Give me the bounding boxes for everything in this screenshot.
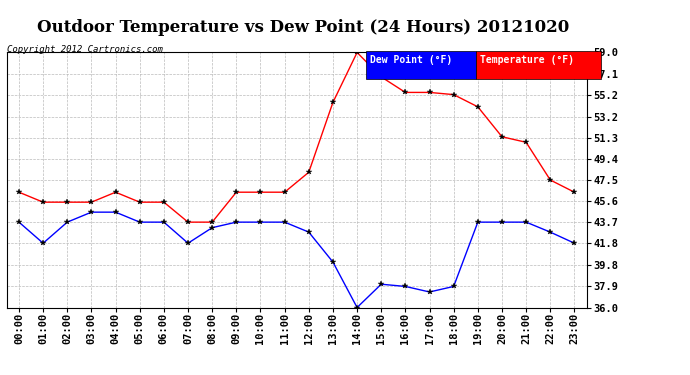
- Text: Outdoor Temperature vs Dew Point (24 Hours) 20121020: Outdoor Temperature vs Dew Point (24 Hou…: [37, 19, 570, 36]
- Text: Copyright 2012 Cartronics.com: Copyright 2012 Cartronics.com: [7, 45, 163, 54]
- Text: Dew Point (°F): Dew Point (°F): [370, 56, 452, 66]
- Text: Temperature (°F): Temperature (°F): [480, 56, 574, 66]
